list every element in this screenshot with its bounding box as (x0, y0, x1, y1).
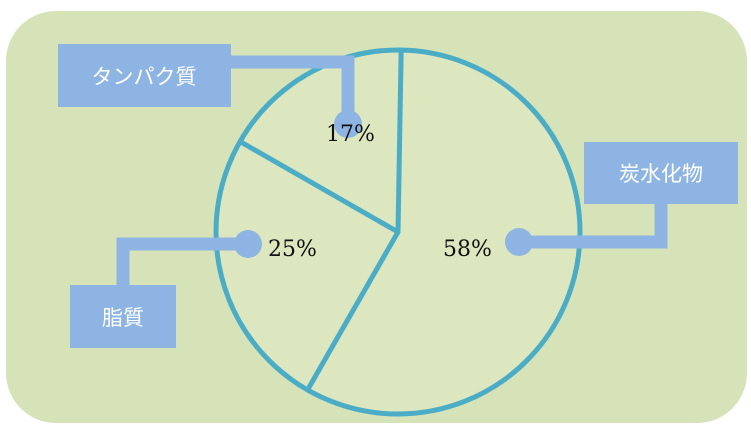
connector-carbohydrate-line (519, 204, 668, 249)
pie-outline (213, 47, 583, 417)
category-box-carbohydrate (584, 142, 738, 204)
connector-carbohydrate-dot (505, 228, 533, 256)
connector-protein-dot (334, 110, 362, 138)
connector-fat-line (116, 237, 248, 285)
pie-slice-fat (215, 141, 398, 390)
connector-fat-dot (234, 230, 262, 258)
category-box-protein (58, 44, 231, 107)
value-label-fat: 25% (268, 237, 317, 262)
value-label-carbohydrate: 58% (443, 237, 492, 262)
category-box-fat (70, 285, 176, 348)
slice-divider (305, 229, 401, 393)
connector-group (116, 55, 668, 285)
pie-group (213, 47, 583, 417)
slice-divider (395, 47, 404, 235)
category-label-protein: タンパク質 (92, 65, 197, 89)
category-label-carbohydrate: 炭水化物 (619, 162, 703, 186)
pie-slice-carbohydrate (307, 50, 580, 415)
connector-protein-line (231, 55, 355, 124)
slice-divider (237, 139, 401, 235)
value-label-protein: 17% (326, 122, 375, 147)
category-label-fat: 脂質 (102, 306, 144, 330)
